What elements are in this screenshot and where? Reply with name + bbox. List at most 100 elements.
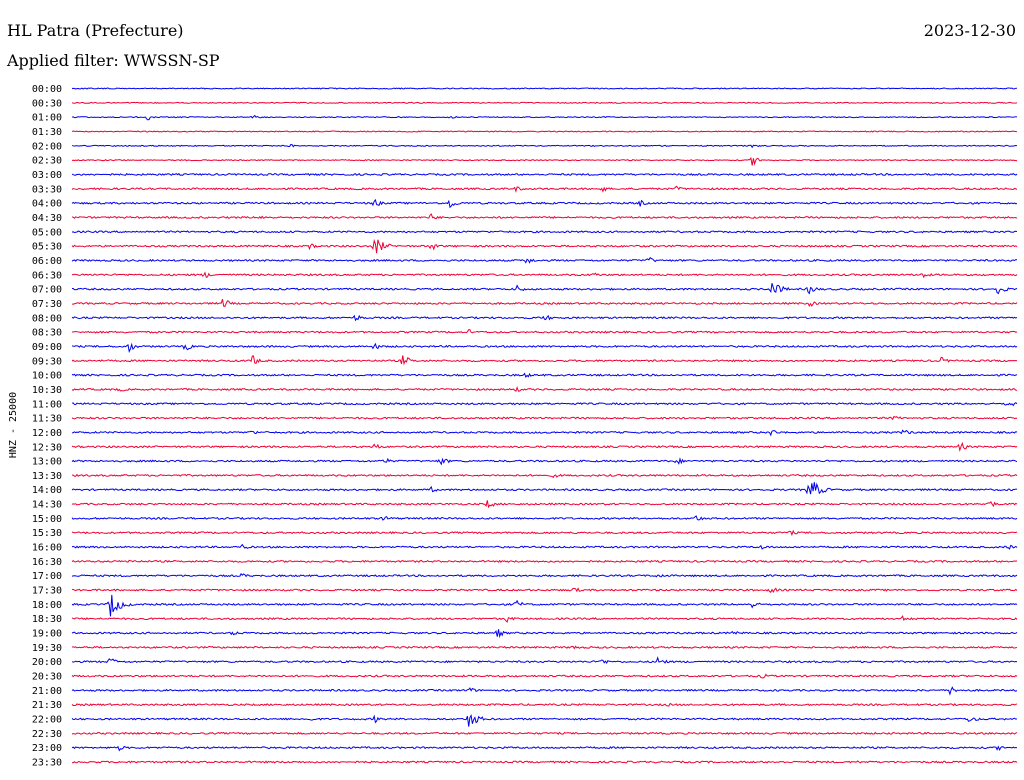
time-tick-label: 22:00	[32, 715, 62, 726]
seismic-trace	[71, 156, 1018, 166]
seismic-trace	[71, 760, 1018, 764]
seismic-trace	[71, 143, 1018, 149]
time-tick-label: 10:00	[32, 371, 62, 382]
seismic-trace	[71, 457, 1018, 466]
time-tick-group: 00:00 00:30 01:00 01:30 02:00 02:30 03:00 03:30…	[32, 84, 62, 769]
seismic-trace	[71, 185, 1018, 193]
seismic-trace	[72, 283, 1018, 295]
seismic-trace	[71, 441, 1018, 452]
time-tick-label: 07:30	[32, 299, 62, 310]
time-tick-label: 02:30	[32, 156, 62, 167]
time-tick-label: 14:00	[32, 485, 62, 496]
seismic-trace	[71, 101, 1018, 104]
time-tick-label: 20:30	[32, 672, 62, 683]
seismic-trace	[71, 114, 1018, 121]
seismic-trace	[71, 271, 1018, 279]
seismic-trace	[71, 656, 1018, 664]
seismic-trace	[71, 314, 1018, 322]
seismic-trace	[71, 473, 1018, 479]
time-tick-label: 18:30	[32, 614, 62, 625]
trace-group	[71, 87, 1018, 764]
time-tick-label: 21:00	[32, 686, 62, 697]
time-tick-label: 00:30	[32, 98, 62, 109]
seismic-trace	[71, 238, 1018, 254]
time-tick-label: 08:00	[32, 313, 62, 324]
time-tick-label: 10:30	[32, 385, 62, 396]
seismic-trace	[71, 213, 1018, 220]
time-tick-label: 14:30	[32, 500, 62, 511]
seismic-trace	[71, 172, 1018, 177]
station-title: HL Patra (Prefecture)	[7, 21, 184, 40]
seismic-trace	[71, 731, 1018, 736]
seismic-trace	[71, 198, 1018, 209]
time-tick-label: 05:30	[32, 242, 62, 253]
seismic-trace	[71, 529, 1018, 537]
seismic-trace	[71, 673, 1018, 679]
seismic-trace	[71, 355, 1018, 366]
seismic-trace	[71, 230, 1018, 234]
time-tick-label: 16:00	[32, 543, 62, 554]
time-tick-label: 18:00	[32, 600, 62, 611]
seismic-trace	[71, 415, 1018, 421]
seismic-trace	[71, 543, 1018, 550]
seismic-trace	[71, 298, 1018, 308]
seismic-trace	[71, 572, 1018, 578]
seismic-trace	[71, 629, 1018, 639]
time-tick-label: 12:30	[32, 442, 62, 453]
seismic-trace	[71, 686, 1018, 696]
time-tick-label: 13:30	[32, 471, 62, 482]
time-tick-label: 19:00	[32, 629, 62, 640]
time-tick-label: 09:00	[32, 342, 62, 353]
seismic-trace	[71, 587, 1018, 594]
time-tick-label: 19:30	[32, 643, 62, 654]
time-tick-label: 12:00	[32, 428, 62, 439]
filter-label: Applied filter: WWSSN-SP	[6, 51, 220, 70]
time-tick-label: 01:30	[32, 127, 62, 138]
seismic-trace	[71, 482, 1018, 495]
seismic-trace	[71, 87, 1018, 90]
seismic-trace	[71, 702, 1018, 707]
time-tick-label: 20:00	[32, 657, 62, 668]
time-tick-label: 13:00	[32, 457, 62, 468]
time-tick-label: 23:30	[32, 758, 62, 769]
seismic-trace	[71, 500, 1018, 509]
time-tick-label: 09:30	[32, 356, 62, 367]
seismic-trace	[71, 256, 1018, 264]
seismic-trace	[71, 372, 1018, 378]
y-axis-label: HNZ - 25000	[8, 392, 19, 458]
time-tick-label: 11:00	[32, 399, 62, 410]
seismic-trace	[71, 515, 1018, 521]
time-tick-label: 17:00	[32, 571, 62, 582]
seismic-trace	[71, 714, 1018, 727]
time-tick-label: 02:00	[32, 141, 62, 152]
time-tick-label: 15:00	[32, 514, 62, 525]
seismic-trace	[71, 745, 1018, 752]
seismic-trace	[71, 559, 1018, 564]
time-tick-label: 17:30	[32, 586, 62, 597]
time-tick-label: 06:00	[32, 256, 62, 267]
time-tick-label: 04:00	[32, 199, 62, 210]
time-tick-label: 21:30	[32, 700, 62, 711]
time-tick-label: 06:30	[32, 270, 62, 281]
seismic-trace	[71, 329, 1018, 334]
time-tick-label: 03:30	[32, 184, 62, 195]
seismic-trace	[71, 645, 1018, 650]
time-tick-label: 16:30	[32, 557, 62, 568]
time-tick-label: 05:00	[32, 227, 62, 238]
seismic-trace	[71, 385, 1018, 393]
time-tick-label: 15:30	[32, 528, 62, 539]
time-tick-label: 11:30	[32, 414, 62, 425]
time-tick-label: 23:00	[32, 743, 62, 754]
time-tick-label: 01:00	[32, 113, 62, 124]
time-tick-label: 08:30	[32, 328, 62, 339]
seismic-trace	[71, 342, 1018, 353]
seismic-trace	[71, 402, 1018, 407]
time-tick-label: 22:30	[32, 729, 62, 740]
time-tick-label: 07:00	[32, 285, 62, 296]
time-tick-label: 04:30	[32, 213, 62, 224]
seismic-trace	[71, 594, 1018, 617]
seismic-trace	[71, 130, 1018, 133]
seismic-trace	[71, 429, 1018, 437]
time-tick-label: 03:00	[32, 170, 62, 181]
